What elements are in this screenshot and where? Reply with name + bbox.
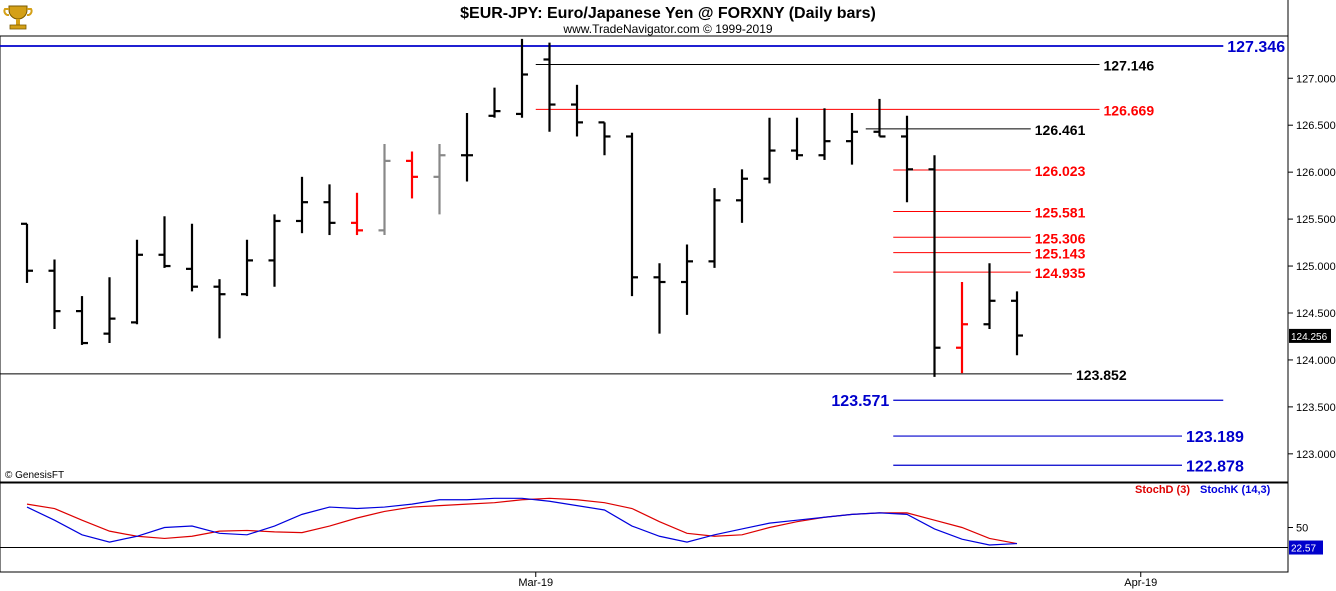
- ohlc-bar: [76, 296, 88, 345]
- ohlc-bar: [763, 117, 776, 184]
- ohlc-bar: [983, 263, 996, 329]
- ohlc-bar: [818, 108, 831, 160]
- price-panel-frame: [0, 35, 1289, 483]
- price-tick-label: 126.500: [1296, 120, 1336, 132]
- ohlc-bar: [186, 223, 198, 292]
- ohlc-bar: [323, 184, 336, 236]
- stoch-last-box: [1289, 540, 1323, 555]
- stochastic-panel: 50 22.57: [0, 497, 1323, 555]
- stoch-line: [26, 497, 1018, 546]
- stoch-last-label: 22.57: [1291, 544, 1316, 555]
- stoch-tick-label: 50: [1296, 523, 1308, 535]
- price-tick-label: 123.500: [1296, 402, 1336, 414]
- ohlc-bar: [433, 143, 446, 215]
- ohlc-bar: [543, 42, 556, 132]
- price-tick-label: 124.500: [1296, 308, 1336, 320]
- ohlc-bar: [626, 132, 638, 297]
- price-tick-label: 124.000: [1296, 355, 1336, 367]
- time-axis: Mar-19 Apr-19: [518, 572, 1157, 589]
- legend-stochk: StochK (14,3): [1200, 484, 1271, 496]
- time-tick-label: Mar-19: [518, 577, 553, 589]
- ohlc-bar: [461, 112, 473, 182]
- price-bars: [21, 38, 1023, 377]
- level-label: 125.306: [1035, 230, 1086, 246]
- stoch-line: [26, 497, 1018, 545]
- price-tick-label: 127.000: [1296, 73, 1336, 85]
- ohlc-bar: [956, 282, 968, 374]
- level-label: 126.669: [1104, 102, 1155, 118]
- ohlc-bar: [708, 188, 721, 268]
- ohlc-bar: [488, 87, 501, 118]
- ohlc-bar: [268, 214, 281, 287]
- ohlc-bar: [516, 38, 528, 118]
- price-axis: 127.000 126.500 126.000 125.500 125.000 124.5…: [1288, 73, 1336, 461]
- ohlc-bar: [213, 279, 226, 339]
- ohlc-bar: [653, 263, 666, 334]
- price-tick-label: 125.000: [1296, 261, 1336, 273]
- ohlc-bar: [598, 121, 611, 156]
- chart-title: $EUR-JPY: Euro/Japanese Yen @ FORXNY (Da…: [460, 5, 876, 22]
- ohlc-bar: [791, 117, 803, 160]
- ohlc-bar: [873, 98, 886, 138]
- level-label: 125.581: [1035, 204, 1086, 220]
- ohlc-bar: [296, 176, 308, 234]
- level-label: 123.852: [1076, 367, 1127, 383]
- level-label: 126.023: [1035, 163, 1086, 179]
- level-label: 127.346: [1227, 39, 1285, 56]
- ohlc-bar: [928, 155, 941, 377]
- ohlc-bar: [241, 239, 253, 297]
- stoch-panel-frame: [0, 482, 1289, 573]
- ohlc-bar: [158, 216, 171, 268]
- ohlc-bar: [1011, 291, 1023, 356]
- legend-stochd: StochD (3): [1135, 484, 1190, 496]
- last-price-box: [1289, 328, 1331, 343]
- time-tick-label: Apr-19: [1124, 577, 1157, 589]
- ohlc-bar: [351, 192, 363, 236]
- level-label: 126.461: [1035, 122, 1086, 138]
- ohlc-bar: [21, 222, 33, 283]
- ohlc-bar: [406, 151, 418, 199]
- level-label: 123.571: [831, 393, 889, 410]
- ohlc-bar: [571, 84, 583, 137]
- chart-subtitle: www.TradeNavigator.com © 1999-2019: [562, 22, 772, 36]
- ohlc-bar: [846, 112, 858, 165]
- ohlc-bar: [48, 259, 61, 329]
- ohlc-bar: [378, 143, 391, 236]
- level-label: 125.143: [1035, 246, 1086, 262]
- level-label: 124.935: [1035, 265, 1086, 281]
- price-tick-label: 126.000: [1296, 167, 1336, 179]
- last-price-label: 124.256: [1291, 332, 1328, 343]
- level-label: 127.146: [1104, 58, 1155, 74]
- ohlc-bar: [103, 277, 116, 344]
- ohlc-bar: [681, 244, 693, 315]
- trophy-icon: [3, 5, 33, 30]
- level-label: 122.878: [1186, 458, 1244, 475]
- ohlc-bar: [131, 239, 143, 325]
- ohlc-bar: [736, 169, 748, 223]
- level-label: 123.189: [1186, 429, 1244, 446]
- price-tick-label: 123.000: [1296, 449, 1336, 461]
- provider-label: © GenesisFT: [5, 470, 64, 481]
- price-levels: 127.340127.346127.146126.669126.461126.0…: [0, 39, 1285, 475]
- price-tick-label: 125.500: [1296, 214, 1336, 226]
- ohlc-bar: [901, 115, 913, 203]
